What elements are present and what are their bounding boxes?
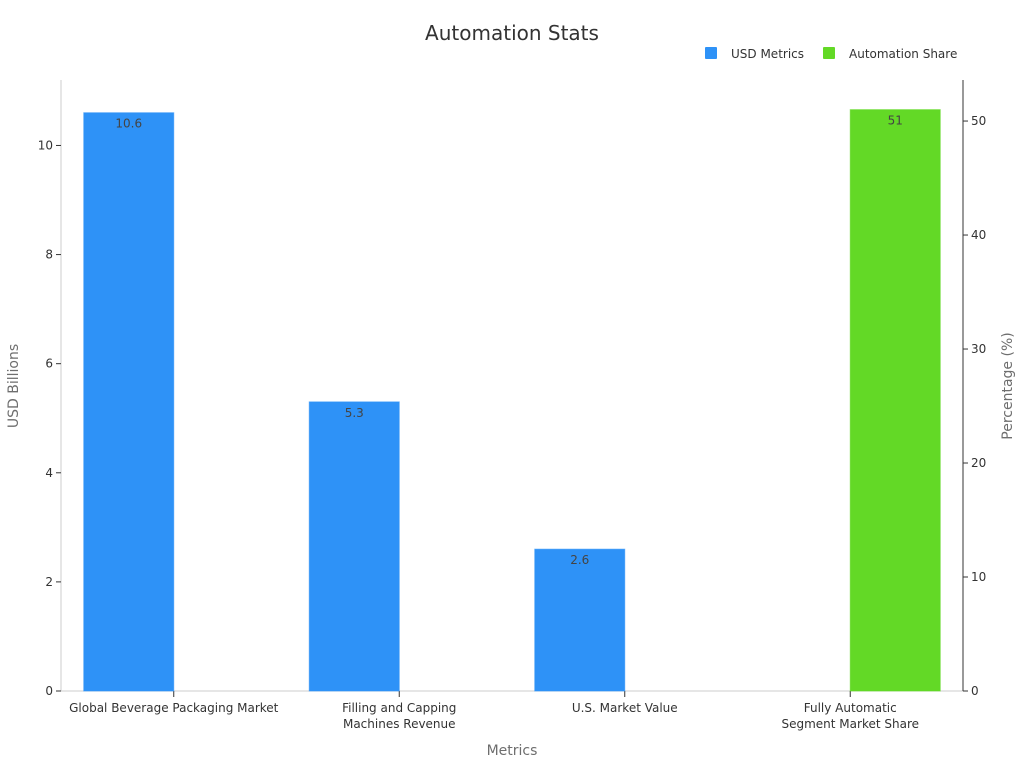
y2-tick-label-0: 0 (971, 684, 979, 698)
x-tick-label-3: Fully Automatic Segment Market Share (781, 701, 919, 731)
data-label-0-1: 5.3 (345, 406, 364, 420)
x-axis-title: Metrics (487, 743, 538, 759)
x-tick-label-0: Global Beverage Packaging Market (69, 701, 279, 715)
bar-1-3[interactable] (849, 109, 941, 692)
data-label-1-3: 51 (888, 114, 903, 128)
bar-0-2[interactable] (534, 548, 626, 692)
y2-tick-label-5: 50 (971, 114, 986, 128)
x-tick-label-2: U.S. Market Value (572, 701, 678, 715)
y2-tick-label-2: 20 (971, 456, 986, 470)
y2-tick-label-1: 10 (971, 570, 986, 584)
y-axis-title: USD Billions (6, 344, 22, 428)
legend-swatch-usd-metrics (705, 47, 717, 59)
y2-tick-label-3: 30 (971, 342, 986, 356)
legend-swatch-automation-share (823, 47, 835, 59)
bar-0-0[interactable] (83, 112, 175, 692)
y-tick-label-0: 0 (45, 684, 53, 698)
y-tick-label-3: 6 (45, 357, 53, 371)
y-tick-label-4: 8 (45, 248, 53, 262)
legend-label-automation-share: Automation Share (849, 47, 957, 61)
legend-label-usd-metrics: USD Metrics (731, 47, 804, 61)
x-tick-label-1: Filling and Capping Machines Revenue (342, 701, 456, 731)
y-tick-label-1: 2 (45, 575, 53, 589)
data-label-0-0: 10.6 (115, 117, 142, 131)
bar-0-1[interactable] (308, 401, 400, 692)
legend[interactable]: USD Metrics Automation Share (705, 47, 957, 61)
y2-tick-label-4: 40 (971, 228, 986, 242)
chart-marks: 0 2 4 6 8 10 0 10 20 30 40 50 Global Beverage Packag… (38, 80, 986, 731)
y2-axis-title: Percentage (%) (1000, 332, 1016, 439)
chart-title: Automation Stats (425, 21, 599, 45)
y-tick-label-2: 4 (45, 466, 53, 480)
y-tick-label-5: 10 (38, 138, 53, 152)
data-label-0-2: 2.6 (570, 553, 589, 567)
